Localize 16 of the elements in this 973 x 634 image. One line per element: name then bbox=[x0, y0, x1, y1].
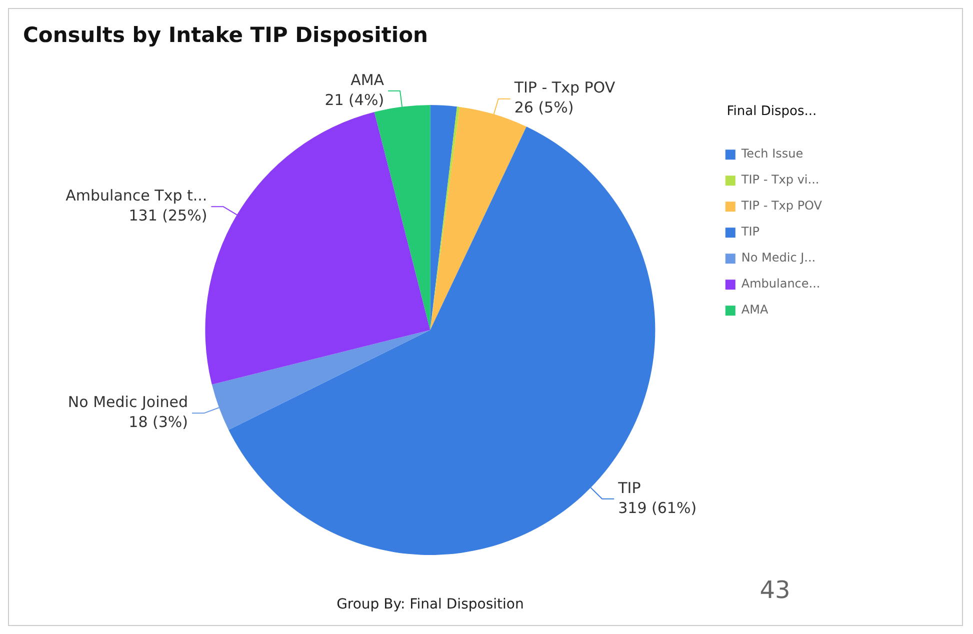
legend-label: No Medic J... bbox=[741, 250, 816, 265]
text: Group By: Final Disposition bbox=[336, 596, 524, 613]
legend-label: TIP - Txp POV bbox=[740, 198, 823, 213]
text: 43 bbox=[760, 576, 790, 604]
legend-label: AMA bbox=[741, 302, 769, 317]
data-label: TIP - Txp POV 26 (5%) bbox=[513, 78, 616, 117]
data-label: AMA 21 (4%) bbox=[324, 70, 385, 109]
legend-title: Final Dispos... bbox=[726, 104, 817, 119]
legend-label: TIP - Txp vi... bbox=[740, 172, 820, 187]
data-label: No Medic Joined 18 (3%) bbox=[68, 393, 188, 432]
legend-label: Ambulance... bbox=[741, 276, 820, 291]
legend-label: Tech Issue bbox=[740, 146, 804, 161]
data-label: TIP 319 (61%) bbox=[617, 478, 697, 517]
legend-label: TIP bbox=[740, 224, 760, 239]
data-label: Ambulance Txp t... 131 (25%) bbox=[66, 186, 208, 224]
chart-title: Consults by Intake TIP Disposition bbox=[22, 22, 429, 49]
